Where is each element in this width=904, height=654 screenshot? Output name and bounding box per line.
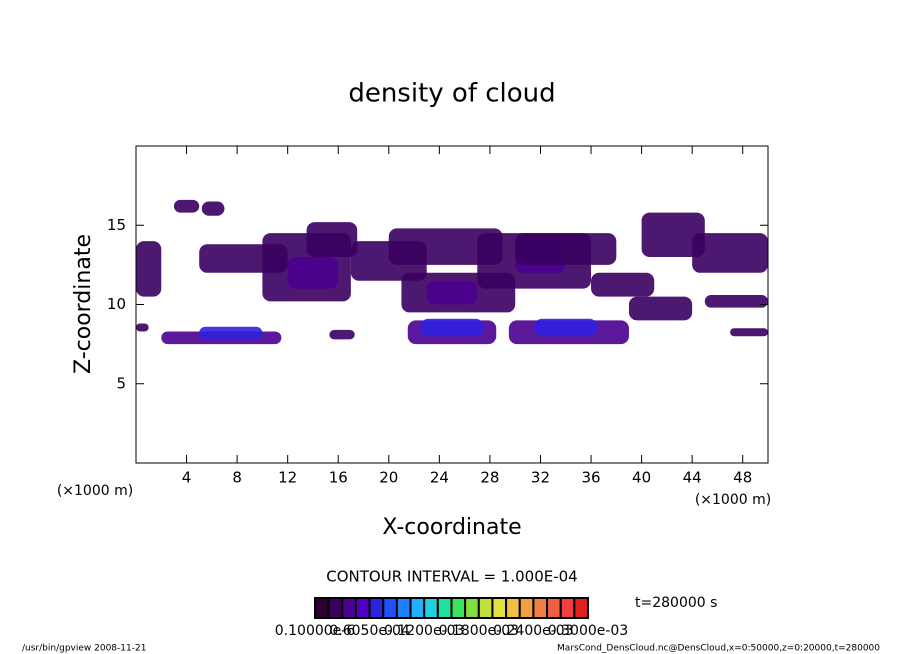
cloud-patch: [136, 241, 162, 297]
colorbar-cell: [546, 597, 562, 619]
x-tick-label: 28: [480, 469, 499, 487]
x-unit-right: (×1000 m): [695, 492, 771, 508]
x-axis-label: X-coordinate: [382, 515, 521, 540]
colorbar-cell: [505, 597, 521, 619]
colorbar-label: 0.2400e-03: [493, 623, 573, 639]
time-label: t=280000 s: [635, 595, 717, 611]
x-tick-label: 32: [531, 469, 550, 487]
colorbar-cell: [559, 597, 576, 619]
cloud-patch: [199, 326, 263, 340]
x-tick-label: 40: [632, 469, 651, 487]
colorbar-cell: [354, 597, 371, 619]
cloud-patch: [704, 294, 768, 308]
x-tick-label: 36: [581, 469, 600, 487]
colorbar-cell: [464, 597, 480, 619]
colorbar-cell: [491, 597, 508, 619]
x-tick-label: 48: [733, 469, 752, 487]
colorbar-cell: [573, 597, 589, 619]
colorbar-label: 0.1800e-03: [439, 623, 519, 639]
cloud-patch: [388, 228, 503, 265]
chart-title: density of cloud: [348, 79, 555, 109]
colorbar-cell: [395, 597, 412, 619]
colorbar-label: 0.1200e-03: [384, 623, 464, 639]
cloud-patch: [420, 318, 484, 337]
y-axis-label: Z-coordinate: [71, 234, 96, 374]
colorbar-cell: [450, 597, 467, 619]
colorbar-cell: [409, 597, 426, 619]
colorbar-label: 0.10000e-6: [275, 623, 356, 639]
colorbar-cell: [436, 597, 453, 619]
colorbar-cell: [532, 597, 549, 619]
x-unit-left: (×1000 m): [57, 483, 133, 499]
y-tick-label: 10: [107, 295, 126, 313]
x-tick-label: 24: [430, 469, 449, 487]
cloud-patch: [515, 233, 617, 265]
cloud-patch: [306, 222, 358, 257]
footer-right: MarsCond_DensCloud.nc@DensCloud,x=0:5000…: [557, 644, 880, 654]
cloud-patch: [641, 212, 705, 257]
colorbar-cell: [327, 597, 344, 619]
cloud-patch: [426, 280, 478, 305]
x-tick-label: 44: [683, 469, 702, 487]
colorbar-cell: [423, 597, 439, 619]
x-tick-label: 4: [182, 469, 192, 487]
colorbar-cell: [477, 597, 494, 619]
cloud-patch: [628, 296, 693, 321]
colorbar-cell: [518, 597, 535, 619]
footer-left: /usr/bin/gpview 2008-11-21: [22, 644, 146, 654]
x-tick-label: 20: [379, 469, 398, 487]
colorbar-cell: [314, 597, 330, 619]
cloud-patch: [136, 323, 149, 332]
colorbar-cell: [341, 597, 357, 619]
cloud-patch: [591, 272, 655, 297]
cloud-patch: [329, 329, 355, 340]
cloud-patch: [201, 201, 225, 216]
colorbar-cell: [382, 597, 398, 619]
cloud-patch: [173, 199, 200, 213]
colorbar-label: 0.6050e-04: [329, 623, 410, 639]
y-tick-label: 15: [107, 216, 126, 234]
x-tick-label: 8: [232, 469, 242, 487]
cloud-patch: [692, 233, 768, 273]
cloud-patch: [287, 256, 339, 289]
y-tick-label: 5: [116, 374, 126, 392]
colorbar-label: 0.3000e-03: [548, 623, 628, 639]
colorbar-cell: [368, 597, 385, 619]
cloud-patch: [534, 318, 598, 337]
contour-interval: CONTOUR INTERVAL = 1.000E-04: [326, 568, 577, 586]
x-tick-label: 16: [329, 469, 348, 487]
cloud-patch: [730, 328, 768, 337]
colorbar-frame: [314, 597, 589, 619]
x-tick-label: 12: [278, 469, 297, 487]
